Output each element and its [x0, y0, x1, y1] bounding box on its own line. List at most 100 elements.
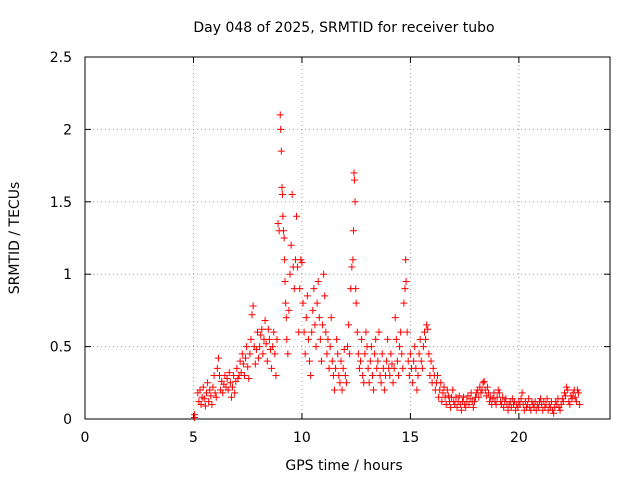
- plot-frame: [84, 56, 611, 420]
- x-tick-label: 5: [189, 430, 198, 446]
- data-point: [392, 335, 400, 343]
- data-point: [212, 393, 220, 401]
- data-point: [288, 191, 296, 199]
- data-point: [418, 364, 426, 372]
- data-point: [500, 403, 508, 411]
- data-point: [321, 292, 329, 300]
- data-point: [204, 379, 212, 387]
- data-point: [566, 401, 574, 409]
- data-point: [571, 393, 579, 401]
- data-point: [475, 393, 483, 401]
- data-point: [281, 256, 289, 264]
- data-point: [234, 374, 242, 382]
- data-point: [252, 345, 260, 353]
- data-point: [495, 389, 503, 397]
- data-point: [226, 379, 234, 387]
- x-tick-label: 10: [293, 430, 311, 446]
- data-point: [502, 395, 510, 403]
- data-point: [335, 372, 343, 380]
- data-point: [370, 386, 378, 394]
- data-point: [211, 389, 219, 397]
- data-point: [449, 386, 457, 394]
- data-point: [348, 263, 356, 271]
- data-point: [424, 325, 432, 333]
- data-point: [387, 350, 395, 358]
- data-point: [435, 393, 443, 401]
- data-point: [470, 398, 478, 406]
- data-point: [400, 299, 408, 307]
- data-point: [328, 357, 336, 365]
- data-point: [394, 372, 402, 380]
- data-point: [196, 386, 204, 394]
- y-tick-label: 2: [63, 122, 72, 138]
- data-point: [558, 395, 566, 403]
- data-point: [556, 406, 564, 414]
- data-point: [310, 285, 318, 293]
- data-point: [281, 277, 289, 285]
- data-point: [239, 360, 247, 368]
- data-point: [277, 125, 285, 133]
- data-point: [285, 306, 293, 314]
- data-point: [396, 343, 404, 351]
- data-point: [465, 401, 473, 409]
- data-points: [191, 111, 584, 422]
- data-point: [202, 389, 210, 397]
- data-point: [350, 176, 358, 184]
- data-point: [564, 386, 572, 394]
- data-point: [300, 328, 308, 336]
- data-point: [256, 343, 264, 351]
- data-point: [518, 389, 526, 397]
- data-point: [358, 335, 366, 343]
- data-point: [315, 314, 323, 322]
- data-point: [273, 335, 281, 343]
- data-point: [383, 357, 391, 365]
- data-point: [563, 383, 571, 391]
- data-point: [249, 302, 257, 310]
- y-axis-title: SRMTID / TECUs: [7, 182, 23, 295]
- data-point: [319, 321, 327, 329]
- data-point: [344, 343, 351, 351]
- data-point: [287, 241, 295, 249]
- data-point: [377, 379, 385, 387]
- data-point: [366, 357, 374, 365]
- data-point: [365, 379, 373, 387]
- data-point: [421, 328, 429, 336]
- data-point: [361, 350, 369, 358]
- data-point: [362, 328, 370, 336]
- data-point: [415, 350, 423, 358]
- data-point: [403, 328, 411, 336]
- data-point: [206, 386, 214, 394]
- data-point: [334, 350, 342, 358]
- data-point: [280, 227, 288, 235]
- data-point: [477, 389, 485, 397]
- data-point: [441, 393, 449, 401]
- data-point: [270, 328, 278, 336]
- x-tick-label: 20: [510, 430, 528, 446]
- data-point: [242, 354, 250, 362]
- data-point: [296, 285, 304, 293]
- data-point: [550, 409, 558, 417]
- data-point: [274, 220, 282, 228]
- data-point: [353, 328, 361, 336]
- axis-ticks: 0 0.5 1 1.5 2 2.5 0 5 10 15 20: [50, 50, 610, 446]
- data-point: [225, 369, 233, 377]
- data-point: [314, 277, 322, 285]
- data-point: [208, 401, 216, 409]
- data-point: [301, 350, 309, 358]
- data-point: [399, 364, 407, 372]
- data-point: [494, 386, 502, 394]
- data-point: [390, 364, 398, 372]
- data-point: [197, 401, 205, 409]
- data-point: [306, 357, 314, 365]
- data-point: [393, 357, 401, 365]
- data-point: [277, 147, 285, 155]
- data-point: [309, 306, 317, 314]
- data-point: [352, 285, 360, 293]
- data-point: [439, 389, 447, 397]
- data-point: [349, 256, 357, 264]
- data-point: [293, 212, 301, 220]
- data-point: [438, 398, 446, 406]
- data-point: [389, 379, 397, 387]
- data-point: [384, 335, 392, 343]
- data-point: [367, 343, 375, 351]
